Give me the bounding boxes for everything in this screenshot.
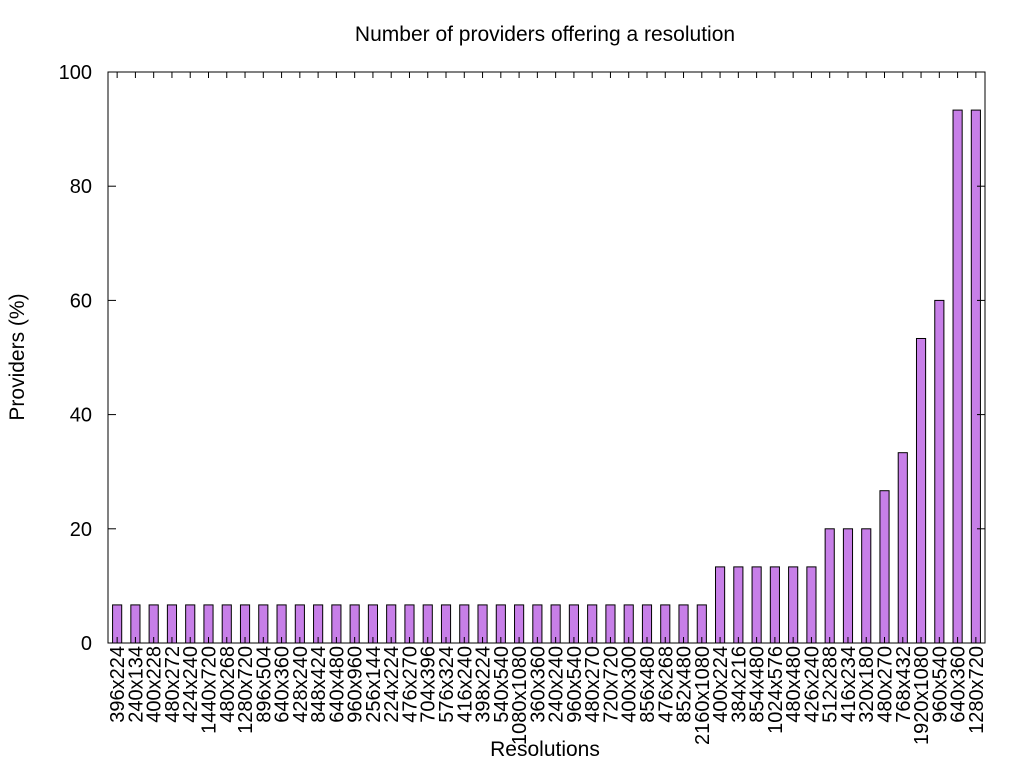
x-tick-label: 854x480 xyxy=(747,646,769,723)
x-tick-label: 640x360 xyxy=(272,646,294,723)
x-tick-label: 240x240 xyxy=(546,646,568,723)
x-tick-label: 576x324 xyxy=(436,646,458,723)
x-tick-label: 256x144 xyxy=(363,646,385,723)
bar xyxy=(861,528,872,644)
x-tick-label: 400x300 xyxy=(619,646,641,723)
x-tick-label: 852x480 xyxy=(674,646,696,723)
x-tick-label: 704x396 xyxy=(418,646,440,723)
x-tick-label: 896x504 xyxy=(253,646,275,723)
bar xyxy=(915,337,927,644)
x-tick-label: 1440x720 xyxy=(198,646,220,734)
x-tick-label: 1920x1080 xyxy=(911,646,933,745)
x-tick-label: 1080x1080 xyxy=(509,646,531,745)
x-tick-label: 480x268 xyxy=(217,646,239,723)
y-tick-label: 60 xyxy=(70,290,92,312)
bar xyxy=(751,566,762,644)
y-tick-label: 100 xyxy=(59,62,92,84)
x-tick-label: 960x960 xyxy=(345,646,367,723)
x-tick-label: 480x270 xyxy=(582,646,604,723)
bar xyxy=(970,109,981,644)
x-tick-label: 398x224 xyxy=(473,646,495,723)
x-tick-label: 428x240 xyxy=(290,646,312,723)
x-tick-label: 224x224 xyxy=(381,646,403,723)
x-tick-label: 384x216 xyxy=(728,646,750,723)
x-tick-label: 1280x720 xyxy=(235,646,257,734)
y-tick-label: 80 xyxy=(70,176,92,198)
x-axis-ticks: 396x224240x134400x228480x272424x2401440x… xyxy=(107,72,988,745)
y-tick-label: 40 xyxy=(70,405,92,427)
x-tick-label: 476x270 xyxy=(399,646,421,723)
x-tick-label: 416x240 xyxy=(454,646,476,723)
x-tick-label: 768x432 xyxy=(893,646,915,723)
x-tick-label: 848x424 xyxy=(308,646,330,723)
x-tick-label: 360x360 xyxy=(527,646,549,723)
x-tick-label: 396x224 xyxy=(107,646,129,723)
x-tick-label: 400x228 xyxy=(144,646,166,723)
x-tick-label: 480x480 xyxy=(783,646,805,723)
bar xyxy=(934,299,945,644)
y-tick-label: 20 xyxy=(70,519,92,541)
x-tick-label: 2160x1080 xyxy=(692,646,714,745)
x-tick-label: 320x180 xyxy=(856,646,878,723)
x-tick-label: 480x272 xyxy=(162,646,184,723)
x-tick-label: 540x540 xyxy=(491,646,513,723)
x-tick-label: 720x720 xyxy=(600,646,622,723)
bar xyxy=(952,109,963,644)
x-axis-label: Resolutions xyxy=(490,738,600,761)
y-tick-label: 0 xyxy=(81,633,92,655)
x-tick-label: 480x270 xyxy=(875,646,897,723)
x-tick-label: 960x540 xyxy=(564,646,586,723)
plot-frame xyxy=(107,71,986,644)
y-axis-ticks: 0 20 40 60 80 100 xyxy=(59,62,985,655)
bar xyxy=(879,490,890,644)
x-tick-label: 426x240 xyxy=(801,646,823,723)
y-axis-label: Providers (%) xyxy=(6,293,29,420)
x-tick-label: 476x268 xyxy=(655,646,677,723)
bar xyxy=(715,566,726,644)
bar xyxy=(769,566,780,644)
x-tick-label: 856x480 xyxy=(637,646,659,723)
x-tick-label: 400x224 xyxy=(710,646,732,723)
x-tick-label: 960x540 xyxy=(929,646,951,723)
bar xyxy=(733,566,744,644)
bar xyxy=(897,452,908,644)
x-tick-label: 640x360 xyxy=(948,646,970,723)
bar xyxy=(806,566,817,644)
x-tick-label: 1280x720 xyxy=(966,646,988,734)
bar xyxy=(842,528,854,644)
x-tick-label: 640x480 xyxy=(326,646,348,723)
bar xyxy=(824,528,835,644)
x-tick-label: 512x288 xyxy=(820,646,842,723)
x-tick-label: 240x134 xyxy=(125,646,147,723)
x-tick-label: 424x240 xyxy=(180,646,202,723)
chart-title: Number of providers offering a resolutio… xyxy=(355,23,735,46)
bars-group xyxy=(112,109,981,644)
x-tick-label: 416x234 xyxy=(838,646,860,723)
bar xyxy=(788,566,799,644)
x-tick-label: 1024x576 xyxy=(765,646,787,734)
